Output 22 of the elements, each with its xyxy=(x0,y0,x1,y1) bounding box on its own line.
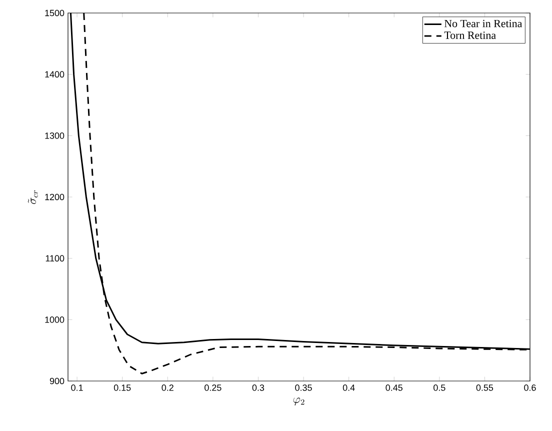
x-tick-label: 0.5 xyxy=(434,384,446,391)
y-tick-label: 1400 xyxy=(45,71,64,78)
y-tick-label: 1500 xyxy=(45,10,64,16)
x-tick-label: 0.3 xyxy=(252,384,264,391)
legend-label: Torn Retina xyxy=(444,32,496,39)
x-tick-label: 0.15 xyxy=(114,384,131,391)
x-tick-label: 0.25 xyxy=(204,384,222,391)
y-tick-label: 1300 xyxy=(45,132,64,139)
y-tick-label: 900 xyxy=(50,378,64,384)
x-tick-label: 0.6 xyxy=(524,384,536,391)
x-tick-label: 0.1 xyxy=(71,384,83,391)
x-tick-label: 0.45 xyxy=(386,384,402,391)
x-tick-label: 0.35 xyxy=(295,384,312,391)
x-tick-label: 0.4 xyxy=(342,384,355,391)
x-tick-label: 0.2 xyxy=(162,384,174,391)
y-tick-label: 1200 xyxy=(45,194,64,200)
y-axis-title: $\tilde{\sigma}_{cr}$ xyxy=(28,190,38,204)
legend-label: No Tear in Retina xyxy=(444,20,522,28)
y-tick-label: 1000 xyxy=(45,316,64,323)
x-tick-label: 0.55 xyxy=(476,384,494,391)
y-tick-label: 1100 xyxy=(46,255,64,262)
x-axis-title: $\varphi_2$ xyxy=(293,398,304,406)
